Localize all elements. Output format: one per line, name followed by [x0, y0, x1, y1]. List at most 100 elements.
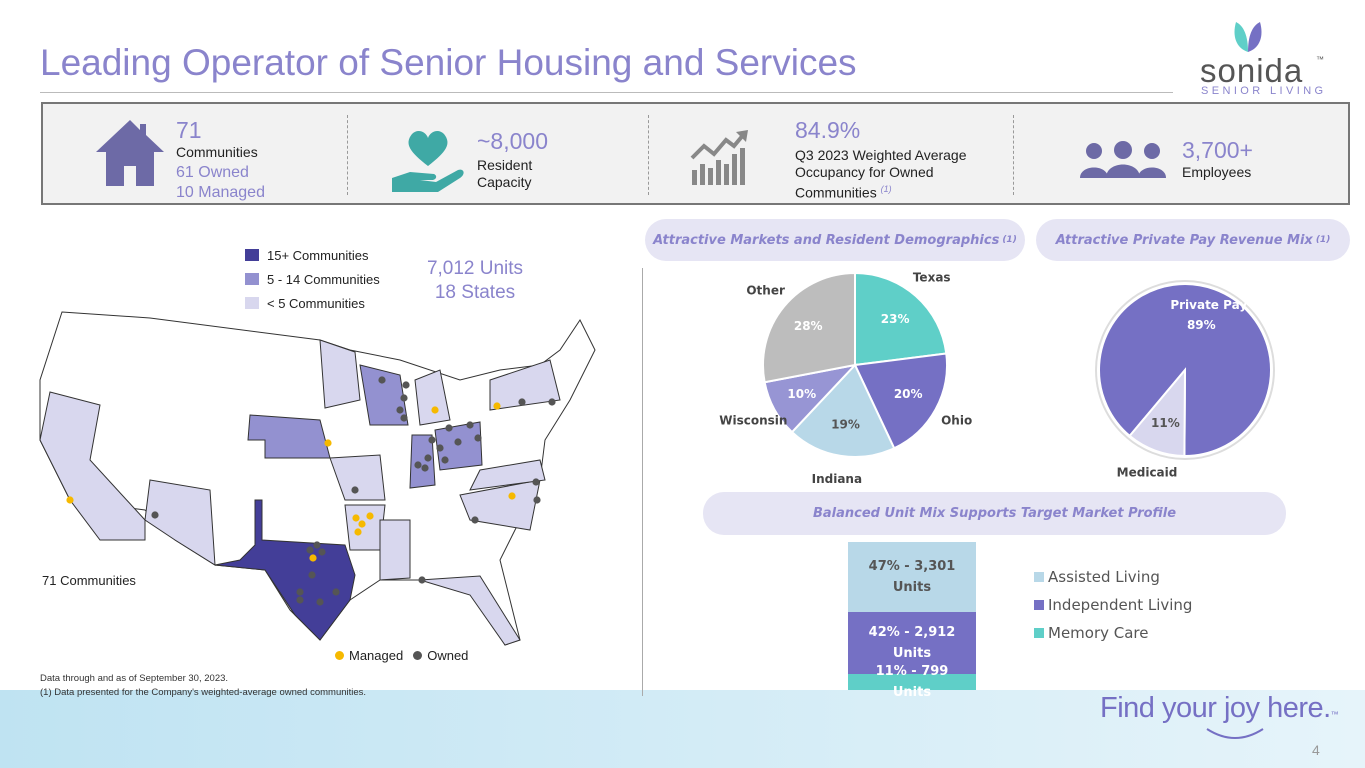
footnotes: Data through and as of September 30, 202… [40, 672, 366, 700]
owned-dot [151, 511, 159, 519]
owned-dot [306, 546, 314, 554]
bar-legend: Assisted Living Independent Living Memory … [1034, 563, 1192, 647]
dot-legend: Managed Owned [335, 648, 468, 663]
page-number: 4 [1312, 742, 1320, 758]
section-pill: Balanced Unit Mix Supports Target Market… [703, 492, 1286, 535]
owned-dot [332, 588, 340, 596]
managed-dot [66, 496, 74, 504]
units: 7,012 Units [426, 258, 524, 279]
legend-item: 15+ Communities [245, 243, 380, 267]
owned-dot [474, 434, 482, 442]
legend-label: Owned [427, 648, 469, 663]
managed-dot [493, 402, 501, 410]
legend-swatch [1034, 572, 1044, 582]
growth-icon [690, 130, 748, 185]
state [459, 479, 541, 531]
segment-label: 11% - 799 Units [875, 663, 949, 700]
state [489, 359, 561, 411]
owned-dot [396, 406, 404, 414]
pill-note: (1) [1315, 235, 1331, 245]
state [319, 339, 361, 409]
section-pill: Attractive Markets and Resident Demograp… [645, 219, 1025, 261]
stat-value: 3,700+ [1182, 137, 1253, 163]
house-icon [96, 120, 164, 186]
pie-slice [1128, 367, 1187, 458]
title-rule [40, 92, 1173, 93]
managed-dot [354, 528, 362, 536]
slice-value: 23% [881, 312, 910, 326]
stacked-bar: 47% - 3,301 Units 42% - 2,912 Units 11% - … [848, 542, 976, 700]
logo-sub: SENIOR LIVING [1201, 85, 1327, 97]
stat-detail: 10 Managed [176, 184, 265, 201]
legend-label: < 5 Communities [267, 295, 365, 311]
divider [648, 115, 649, 195]
legend-item: Owned [413, 648, 468, 663]
slice-label: Indiana [812, 472, 862, 486]
state [379, 519, 411, 581]
people-icon [1080, 141, 1166, 178]
heart-hand-icon [392, 131, 464, 192]
map-legend: 15+ Communities 5 - 14 Communities < 5 Com… [245, 243, 380, 315]
legend-swatch [245, 249, 259, 261]
managed-dot [366, 512, 374, 520]
slice-label: Texas [913, 270, 951, 284]
state [359, 364, 409, 426]
map-summary: 7,012 Units 18 States [395, 257, 555, 305]
stat-value: ~8,000 [477, 128, 548, 154]
owned-dot [454, 438, 462, 446]
pie-slice [853, 352, 948, 450]
owned-dot [318, 548, 326, 556]
segment-label: 47% - 3,301 Units [868, 558, 956, 595]
segment-label: 42% - 2,912 Units [868, 624, 956, 661]
stat-value: 84.9% [795, 117, 861, 143]
slice-label: Wisconsin [719, 413, 787, 427]
slice-label: Medicaid [1117, 466, 1178, 480]
owned-dot [296, 588, 304, 596]
logo: sonida [1200, 52, 1304, 89]
pie-slice [762, 271, 856, 384]
state [414, 369, 451, 426]
owned-dot [296, 596, 304, 604]
owned-dot [428, 436, 436, 444]
managed-dot [324, 439, 332, 447]
state [247, 414, 331, 459]
title: Leading Operator of Senior Housing and S… [40, 42, 857, 83]
managed-dot [358, 520, 366, 528]
pill-text: Attractive Private Pay Revenue Mix [1055, 232, 1313, 248]
owned-dot [308, 571, 316, 579]
smile [1206, 728, 1264, 739]
legend-label: Memory Care [1048, 624, 1149, 642]
owned-dot [471, 516, 479, 524]
stat-detail: 61 Owned [176, 164, 249, 181]
owned-dot [436, 444, 444, 452]
owned-dot [402, 381, 410, 389]
legend-swatch [245, 297, 259, 309]
legend-item: 5 - 14 Communities [245, 267, 380, 291]
slice-value: 20% [894, 387, 923, 401]
pie-slice [1098, 283, 1272, 457]
states: 18 States [434, 282, 516, 303]
count-label: 71 Communities [42, 573, 136, 588]
owned-dot [533, 496, 541, 504]
state [419, 575, 521, 646]
legend-swatch [245, 273, 259, 285]
us-map [39, 311, 596, 646]
tagline: Find your joy here.™ [1100, 692, 1339, 725]
managed-dot [508, 492, 516, 500]
legend-item: Independent Living [1034, 591, 1192, 619]
pie-slice [854, 271, 948, 367]
logo-icon [1234, 22, 1262, 52]
managed-dot [309, 554, 317, 562]
bar-segment: 47% - 3,301 Units [848, 542, 976, 612]
slice-label: Other [746, 284, 785, 298]
slice-value: 11% [1151, 416, 1180, 430]
legend-item: Memory Care [1034, 619, 1192, 647]
owned-dot [378, 376, 386, 384]
owned-dot [400, 414, 408, 422]
stat-note: (1) [880, 184, 892, 194]
stat-value: 71 [176, 117, 202, 143]
stats-box [41, 102, 1350, 205]
state [469, 459, 546, 491]
owned-dot [418, 576, 426, 584]
